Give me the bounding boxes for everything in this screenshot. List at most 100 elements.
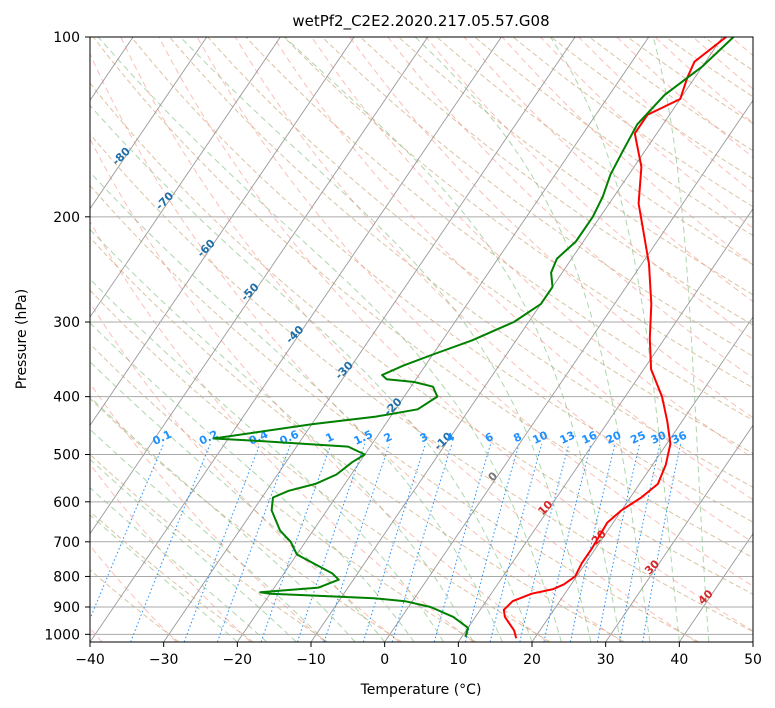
mixing-ratio-line [130,443,211,642]
isotherm [90,37,355,427]
moist-adiabat [90,322,415,642]
isotherm [457,207,753,642]
dry-adiabat [90,184,700,642]
moist-adiabat [414,37,651,642]
dry-adiabat [512,37,753,208]
isotherm [678,532,753,642]
dry-adiabat [588,37,753,152]
dry-adiabat [90,236,625,642]
adiabat-reference [90,137,549,642]
x-tick-label: −30 [149,652,179,668]
adiabat-reference [616,37,753,158]
adiabat-reference [463,37,753,303]
dry-adiabat [90,397,402,642]
mixing-ratio-label: 20 [604,428,624,446]
mixing-ratio-line [433,443,492,642]
x-axis-label: Temperature (°C) [360,682,482,698]
mixing-ratio-line [489,443,543,642]
y-tick-label: 100 [53,30,80,46]
adiabat-reference [578,37,753,193]
isotherm [163,37,576,642]
dry-adiabat [398,37,753,296]
y-tick-label: 1000 [44,627,80,643]
mixing-ratio-line [543,443,592,642]
x-tick-label: 50 [744,652,762,668]
mixing-ratio-label: 8 [511,430,523,445]
mixing-ratio-label: 10 [531,428,551,446]
moist-adiabat [90,171,503,642]
mixing-ratio-labels: 0.1 0.2 0.4 0.6 1 1.5 2 3 4 6 8 10 13 16 20 25 30 36 [151,428,690,448]
adiabat-reference [349,37,753,419]
adiabat-reference [120,37,697,642]
moist-adiabat [90,514,238,642]
adiabat-reference [272,37,753,501]
mixing-ratio-line [362,443,426,642]
y-tick-label: 900 [53,600,80,616]
mixing-ratio-line [260,443,332,642]
isotherm [90,37,281,318]
x-axis: −40 −30 −20 −10 0 10 20 30 40 50 [75,642,762,668]
x-tick-label: 20 [523,652,541,668]
mixing-ratio-line [642,443,682,642]
moist-adiabat [90,228,474,642]
moist-adiabat [90,487,268,642]
mixing-ratio-label: 2 [382,430,394,445]
y-tick-label: 400 [53,390,80,406]
mixing-ratio-label: 1 [323,430,335,445]
mixing-ratio-label: 0.1 [151,428,174,448]
background-lines [90,37,753,642]
mixing-ratio-line [464,443,520,642]
y-tick-label: 300 [53,315,80,331]
x-tick-label: 10 [449,652,467,668]
y-tick-label: 200 [53,210,80,226]
dry-adiabat [321,37,753,357]
moist-adiabat [179,37,592,642]
mixing-ratio-line [183,443,261,642]
chart-title: wetPf2_C2E2.2020.217.05.57.G08 [292,12,549,31]
isotherm [90,37,429,535]
mixing-ratio-line [519,443,570,642]
mixing-ratio-line [596,443,641,642]
mixing-ratio-line [297,443,366,642]
dry-adiabat [703,37,753,71]
x-tick-label: −20 [223,652,253,668]
dry-adiabat [90,289,551,642]
x-tick-label: 30 [597,652,615,668]
x-tick-label: 0 [380,652,389,668]
isotherm-label: 40 [696,587,716,607]
adiabat-reference [234,37,753,543]
moist-adiabat [284,37,621,642]
y-tick-label: 700 [53,535,80,551]
mixing-ratio-label: 13 [558,429,577,447]
mixing-ratio-label: 16 [580,428,600,446]
isotherm-label: 0 [486,469,501,484]
dry-adiabat [90,453,328,642]
isotherm-label: -30 [333,359,356,382]
x-tick-label: −10 [296,652,326,668]
y-tick-label: 600 [53,495,80,511]
y-tick-label: 800 [53,569,80,585]
profiles [212,37,735,639]
x-tick-label: −40 [75,652,105,668]
isotherm [90,37,502,642]
isotherm-label: 10 [535,498,555,518]
moist-adiabat [652,37,710,642]
adiabat-reference [90,220,474,642]
adiabat-reference [540,37,753,229]
x-tick-label: 40 [670,652,688,668]
adiabat-reference [90,301,400,642]
isotherm [531,316,753,642]
moist-adiabat [90,396,356,642]
isotherm-label: -100 [18,56,47,85]
isotherm-label: -40 [283,323,306,346]
mixing-ratio-line [391,443,453,642]
adiabat-reference [425,37,753,341]
adiabat-reference [90,463,251,642]
mixing-ratio-label: 25 [628,429,647,447]
dry-adiabat [665,37,753,98]
moist-adiabat [90,278,445,642]
adiabat-reference [158,37,753,632]
isotherm [752,641,753,642]
